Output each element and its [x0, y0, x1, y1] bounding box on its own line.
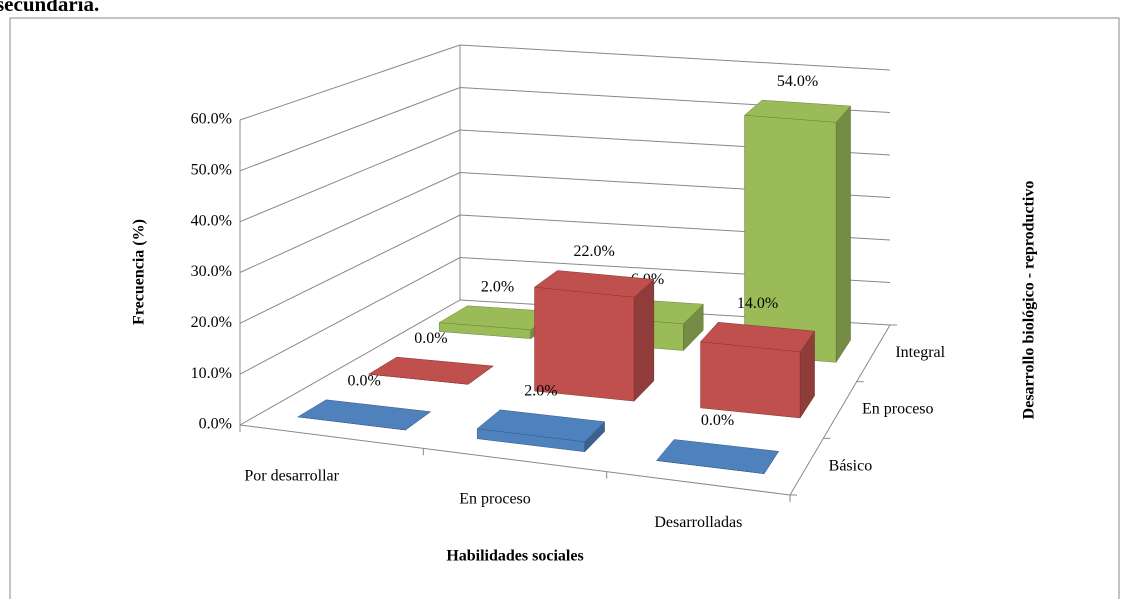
bar-top — [476, 409, 606, 443]
bar — [367, 356, 494, 385]
y-tick-label: 30.0% — [191, 263, 232, 280]
y-tick-label: 20.0% — [191, 314, 232, 331]
data-label: 54.0% — [777, 73, 818, 90]
legend-label: Básico — [829, 457, 873, 474]
axis-line — [239, 120, 891, 496]
bar-top — [656, 439, 779, 474]
data-label: 22.0% — [574, 243, 615, 260]
y-tick-label: 50.0% — [191, 162, 232, 179]
data-label: 14.0% — [737, 295, 778, 312]
chart-border — [9, 17, 1120, 599]
bar — [297, 399, 432, 431]
bar-side — [633, 278, 655, 402]
bar-top — [367, 356, 494, 385]
bar-front — [700, 341, 801, 419]
bar — [656, 439, 779, 474]
bar-top — [700, 321, 815, 353]
chart-title: secundaria. — [0, 0, 99, 16]
bar-top — [297, 399, 432, 431]
bar-front — [744, 114, 837, 363]
legend-label: En proceso — [862, 401, 934, 418]
bar — [476, 409, 606, 453]
y-tick-label: 10.0% — [191, 365, 232, 382]
data-label: 2.0% — [481, 278, 514, 295]
data-label: 0.0% — [348, 372, 381, 389]
bar — [743, 99, 852, 364]
x-tick-label: Por desarrollar — [244, 467, 339, 484]
y-tick-label: 0.0% — [199, 416, 232, 433]
y-axis-title: Frecuencia (%) — [131, 219, 148, 325]
data-label: 2.0% — [524, 383, 557, 400]
bar-top — [533, 270, 655, 298]
bar — [533, 270, 655, 402]
legend-label: Integral — [895, 344, 945, 361]
x-axis-title: Habilidades sociales — [446, 548, 583, 565]
z-axis-title: Desarrollo biológico - reproductivo — [1021, 181, 1038, 420]
y-tick-label: 40.0% — [191, 212, 232, 229]
y-tick-label: 60.0% — [191, 111, 232, 128]
bar-top — [743, 99, 852, 123]
data-label: 0.0% — [414, 330, 447, 347]
x-tick-label: En proceso — [459, 491, 531, 508]
bar-side — [835, 105, 851, 364]
bar — [700, 321, 815, 419]
x-tick-label: Desarrolladas — [654, 514, 742, 531]
data-label: 0.0% — [701, 412, 734, 429]
